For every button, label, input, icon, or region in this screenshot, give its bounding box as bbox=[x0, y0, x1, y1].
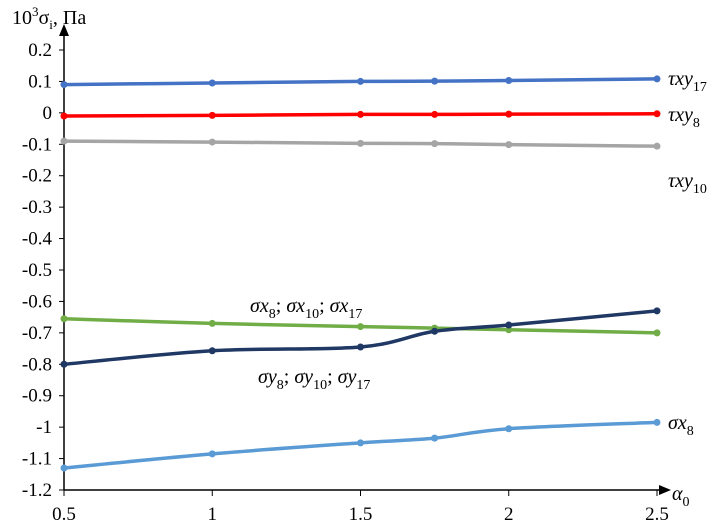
annotation-sx8: σx8 bbox=[668, 412, 694, 439]
series-line-sx_green bbox=[62, 316, 659, 335]
x-axis-title: α0 bbox=[672, 483, 690, 510]
data-point-sy_dark bbox=[505, 321, 513, 329]
x-tick-label: 2 bbox=[504, 504, 514, 525]
series-line-sy_dark bbox=[62, 309, 659, 367]
data-point-sy_dark bbox=[60, 360, 68, 368]
data-point-sx8 bbox=[431, 434, 439, 442]
y-tick-label: -0.3 bbox=[22, 197, 52, 218]
annotation-txy17: τxy17 bbox=[668, 68, 707, 95]
series-line-txy17 bbox=[62, 77, 659, 87]
data-point-sx8 bbox=[653, 418, 661, 426]
data-point-txy17 bbox=[208, 79, 216, 87]
data-point-txy10 bbox=[357, 139, 364, 147]
x-axis-arrow bbox=[659, 485, 671, 495]
data-point-sy_dark bbox=[431, 327, 439, 335]
tick-labels: 0.2 0.1 0 -0.1 -0.2 -0.3 -0.4 -0.5 -0.6 -0.7 -0.8 -… bbox=[12, 4, 690, 525]
y-tick-label: -0.1 bbox=[22, 134, 52, 155]
y-tick-label: -0.2 bbox=[22, 166, 52, 187]
data-point-sx8 bbox=[505, 425, 513, 433]
y-tick-label: -0.6 bbox=[22, 291, 52, 312]
data-point-txy17 bbox=[357, 77, 364, 85]
data-point-sx_green bbox=[60, 315, 68, 323]
y-tick-label: -1.2 bbox=[22, 480, 52, 501]
data-point-sx_green bbox=[357, 323, 364, 331]
annotation-sx_group: σx8; σx10; σx17 bbox=[250, 295, 362, 322]
x-tick-label: 1 bbox=[208, 504, 218, 525]
y-tick-label: -0.7 bbox=[22, 323, 52, 344]
data-point-txy10 bbox=[208, 138, 216, 146]
data-point-txy8 bbox=[208, 111, 216, 119]
data-point-txy10 bbox=[653, 142, 661, 150]
y-tick-label: -0.4 bbox=[22, 229, 53, 250]
y-tick-label: 0.2 bbox=[28, 40, 52, 61]
data-point-sx8 bbox=[60, 464, 68, 472]
data-point-txy8 bbox=[60, 112, 68, 120]
data-point-sx8 bbox=[357, 439, 364, 447]
series-line-txy8 bbox=[62, 112, 659, 118]
y-tick-label: -1 bbox=[36, 417, 52, 438]
y-tick-label: 0.1 bbox=[28, 71, 52, 92]
data-point-sx_green bbox=[208, 319, 216, 327]
annotation-txy8: τxy8 bbox=[668, 104, 700, 131]
x-tick-label: 1.5 bbox=[349, 504, 373, 525]
y-tick-label: 0 bbox=[43, 103, 53, 124]
axes bbox=[59, 24, 671, 496]
data-point-txy10 bbox=[505, 141, 513, 149]
data-point-sy_dark bbox=[653, 307, 661, 315]
data-point-txy17 bbox=[431, 77, 439, 85]
annotation-txy10: τxy10 bbox=[668, 170, 707, 197]
data-point-txy8 bbox=[653, 110, 661, 118]
y-axis-title: 103σi, Па bbox=[12, 4, 86, 32]
data-point-txy17 bbox=[505, 76, 513, 84]
y-tick-label: -1.1 bbox=[22, 449, 52, 470]
data-point-sy_dark bbox=[208, 347, 216, 355]
data-point-sx8 bbox=[208, 450, 216, 458]
x-tick-label: 2.5 bbox=[645, 504, 669, 525]
data-point-txy17 bbox=[653, 75, 661, 83]
y-axis-arrow bbox=[59, 24, 69, 36]
series-line-sx8 bbox=[62, 420, 659, 470]
y-tick-label: -0.5 bbox=[22, 260, 52, 281]
data-point-sx_green bbox=[653, 329, 661, 337]
series-lines bbox=[62, 77, 659, 470]
y-tick-label: -0.8 bbox=[22, 354, 52, 375]
data-point-txy10 bbox=[60, 137, 68, 145]
y-tick-label: -0.9 bbox=[22, 386, 52, 407]
annotations: τxy17 τxy8 τxy10 σx8; σx10; σx17 σy8; σy10; … bbox=[250, 68, 707, 439]
annotation-sy_group: σy8; σy10; σy17 bbox=[258, 366, 370, 393]
data-point-txy10 bbox=[431, 140, 439, 148]
data-point-sy_dark bbox=[357, 343, 364, 351]
data-point-txy8 bbox=[357, 110, 364, 118]
data-point-txy8 bbox=[431, 110, 439, 118]
series-points bbox=[60, 75, 661, 472]
data-point-txy17 bbox=[60, 81, 68, 89]
x-tick-label: 0.5 bbox=[52, 504, 76, 525]
series-line-txy10 bbox=[62, 139, 659, 148]
data-point-txy8 bbox=[505, 110, 513, 118]
